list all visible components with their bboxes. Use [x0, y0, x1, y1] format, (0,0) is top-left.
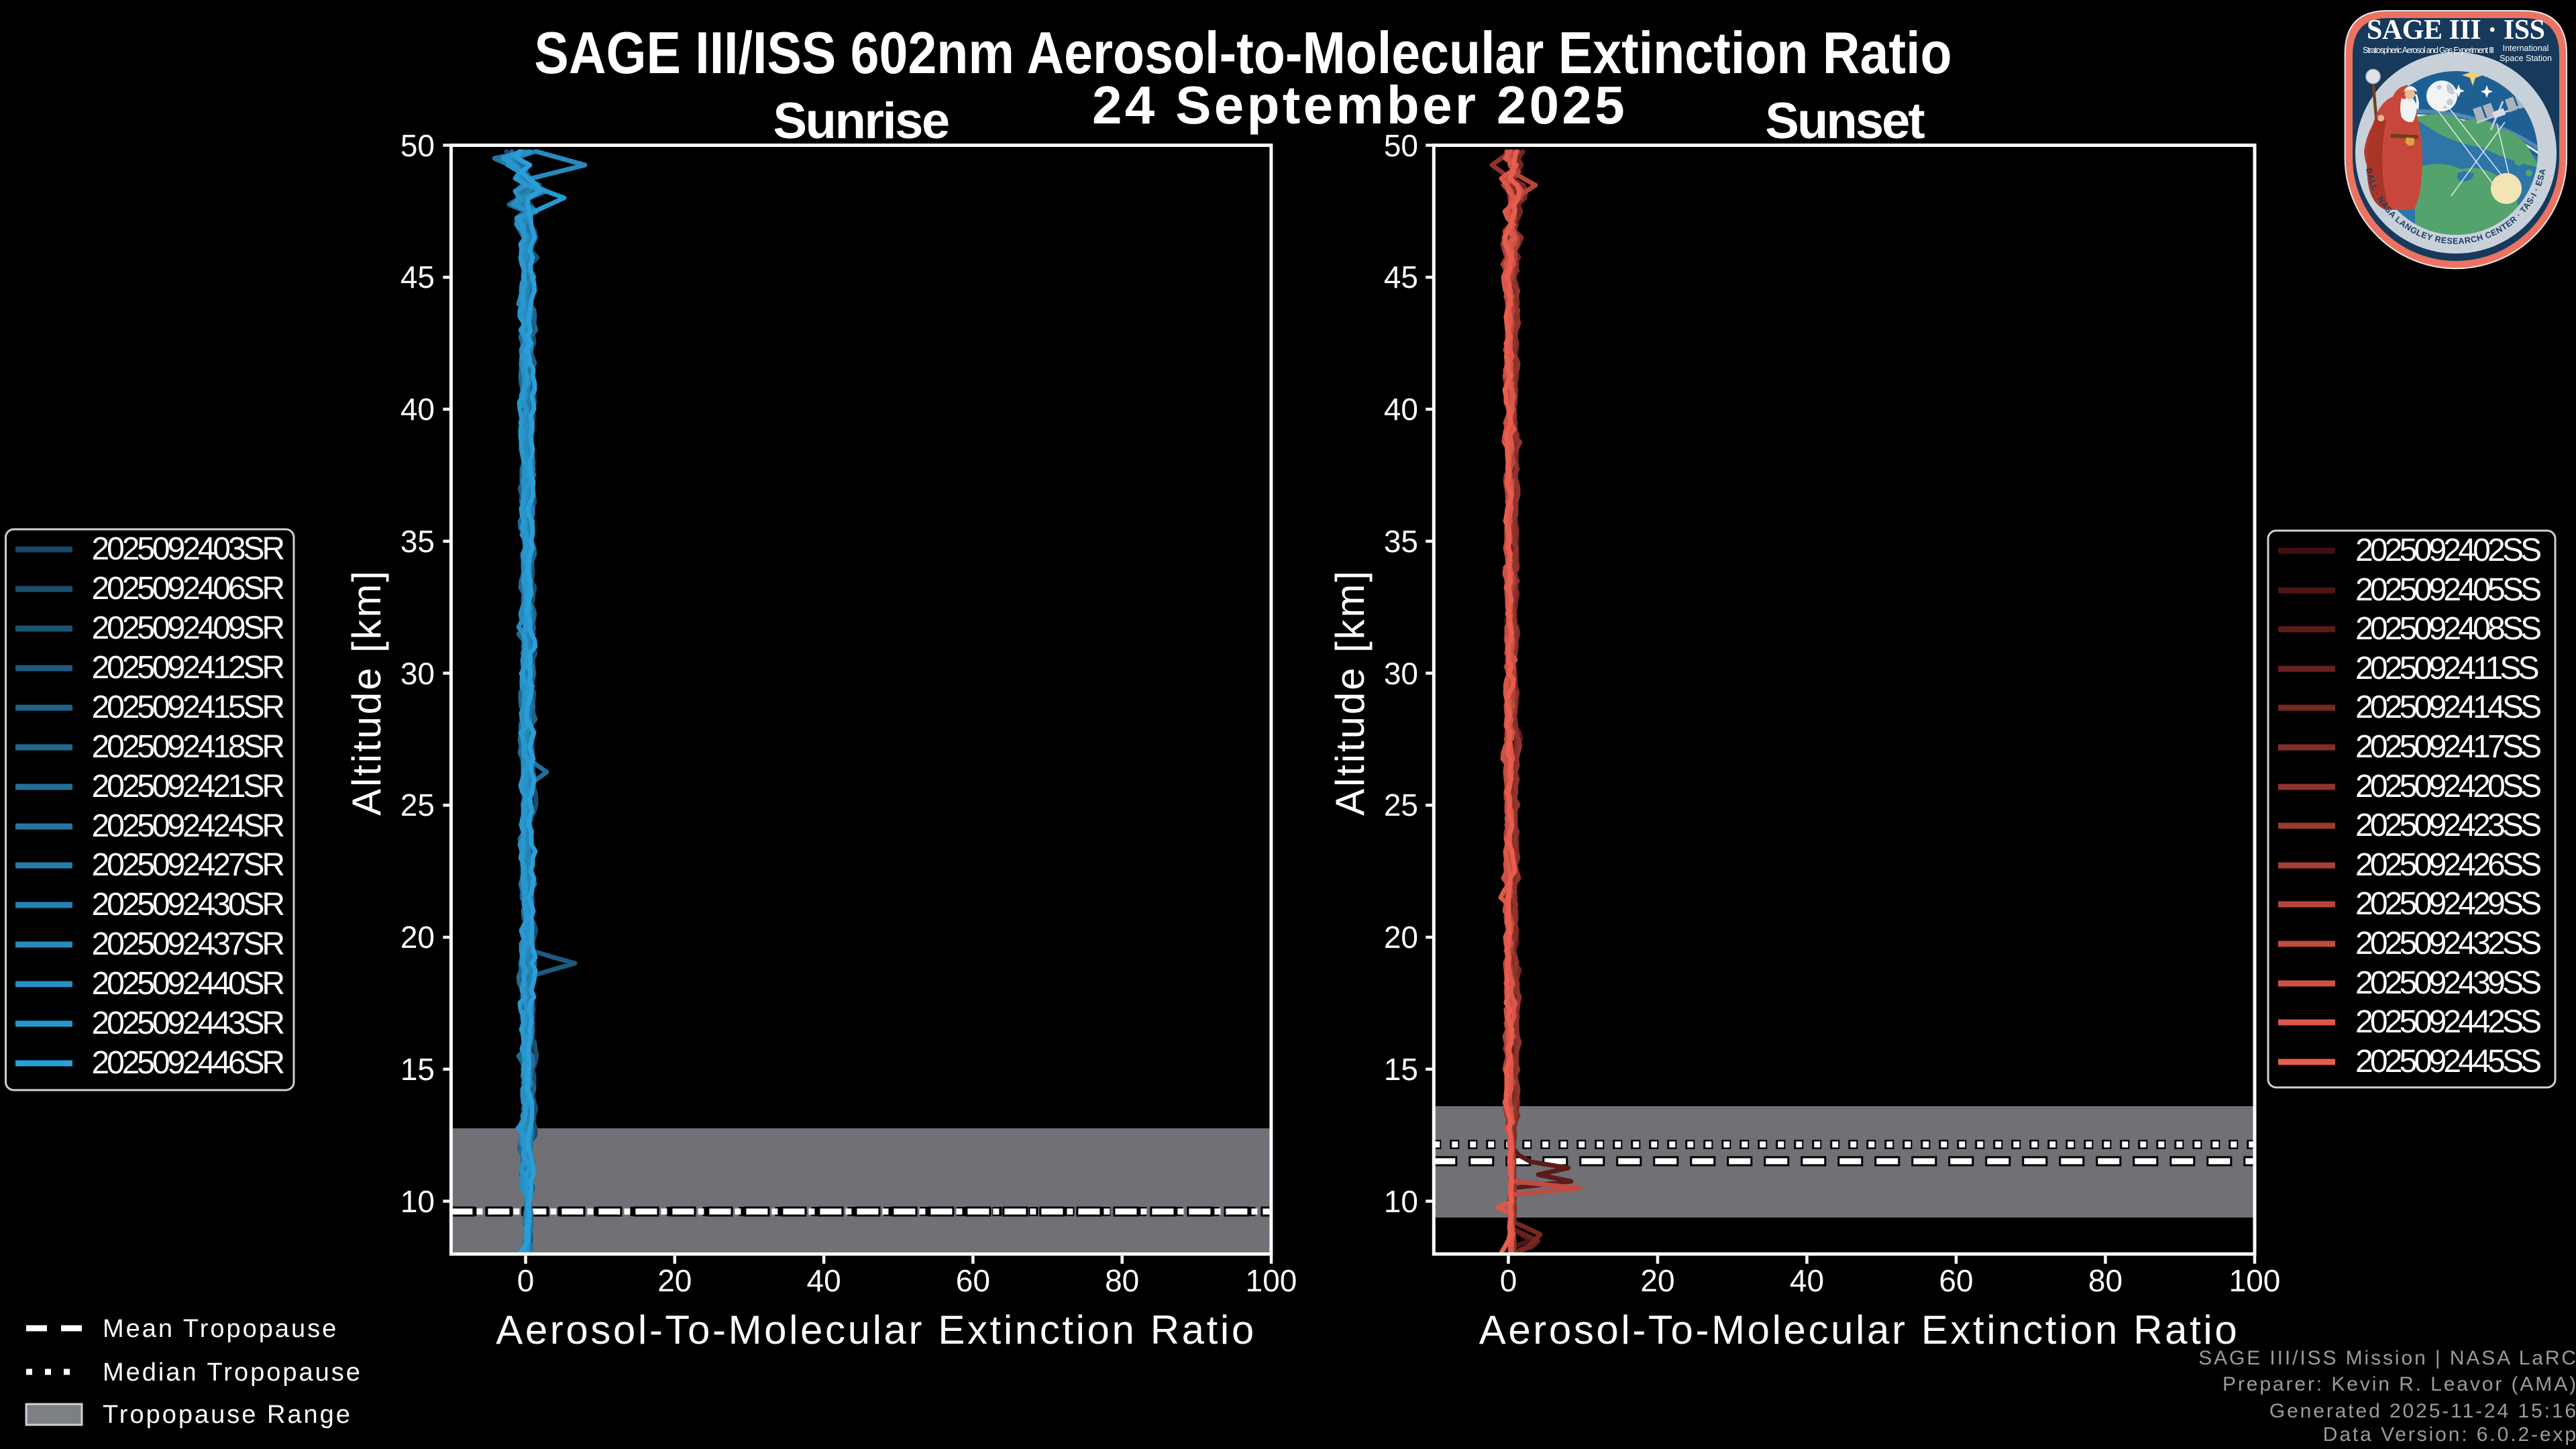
svg-text:International: International [2503, 44, 2549, 53]
svg-text:Stratospheric Aerosol and Gas: Stratospheric Aerosol and Gas Experiment… [2363, 46, 2494, 55]
svg-text:SAGE III · ISS: SAGE III · ISS [2367, 15, 2545, 46]
svg-text:Space Station: Space Station [2500, 54, 2552, 63]
